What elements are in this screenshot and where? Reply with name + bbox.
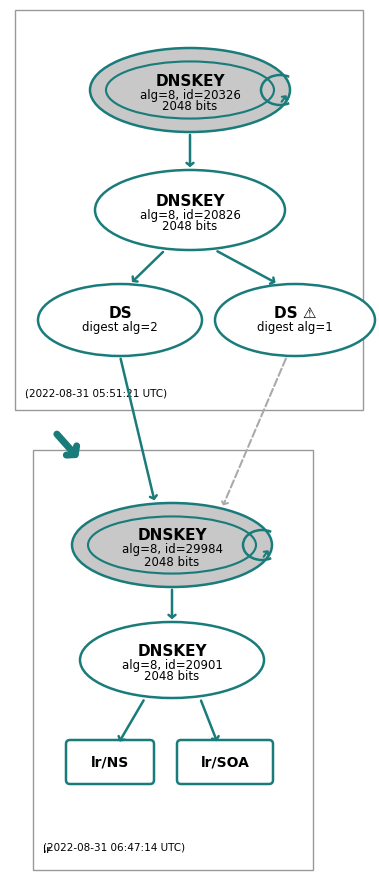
Ellipse shape <box>38 284 202 356</box>
Text: (2022-08-31 05:51:21 UTC): (2022-08-31 05:51:21 UTC) <box>25 388 167 398</box>
Ellipse shape <box>80 622 264 698</box>
Text: 2048 bits: 2048 bits <box>162 220 218 234</box>
Text: digest alg=2: digest alg=2 <box>82 321 158 335</box>
Ellipse shape <box>72 503 272 587</box>
Text: DNSKEY: DNSKEY <box>155 194 225 209</box>
Ellipse shape <box>215 284 375 356</box>
Ellipse shape <box>90 48 290 132</box>
Text: DS: DS <box>108 305 132 320</box>
Text: 2048 bits: 2048 bits <box>144 556 200 568</box>
Ellipse shape <box>95 170 285 250</box>
Text: DNSKEY: DNSKEY <box>155 73 225 88</box>
Text: lr/SOA: lr/SOA <box>200 755 249 769</box>
Bar <box>33 450 313 870</box>
Text: DNSKEY: DNSKEY <box>137 528 207 543</box>
Text: DNSKEY: DNSKEY <box>137 643 207 658</box>
Text: alg=8, id=20901: alg=8, id=20901 <box>122 658 222 672</box>
Text: alg=8, id=29984: alg=8, id=29984 <box>122 543 222 557</box>
Text: alg=8, id=20826: alg=8, id=20826 <box>139 209 240 221</box>
FancyBboxPatch shape <box>177 740 273 784</box>
Text: .: . <box>25 390 29 400</box>
Text: lr: lr <box>43 845 51 855</box>
FancyBboxPatch shape <box>66 740 154 784</box>
Text: DS ⚠: DS ⚠ <box>274 305 316 320</box>
Bar <box>15 10 363 410</box>
Text: lr/NS: lr/NS <box>91 755 129 769</box>
Text: alg=8, id=20326: alg=8, id=20326 <box>139 88 240 102</box>
Text: digest alg=1: digest alg=1 <box>257 321 333 335</box>
Text: 2048 bits: 2048 bits <box>144 671 200 683</box>
Text: (2022-08-31 06:47:14 UTC): (2022-08-31 06:47:14 UTC) <box>43 842 185 852</box>
Text: 2048 bits: 2048 bits <box>162 101 218 113</box>
